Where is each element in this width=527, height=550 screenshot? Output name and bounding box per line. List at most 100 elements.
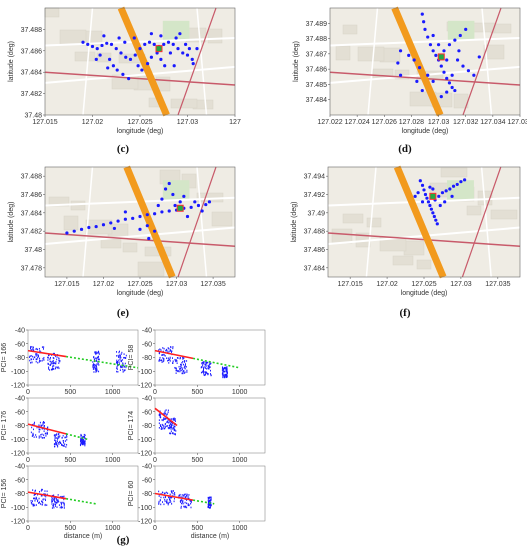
data-point [96,369,98,372]
data-point [53,365,55,367]
data-point [34,493,36,496]
map-block [357,46,385,62]
data-point [209,373,211,375]
data-point [160,426,162,428]
data-point [171,492,173,494]
map-street [44,36,236,47]
data-point [182,372,184,375]
data-point [186,371,188,373]
data-point [55,441,57,443]
data-point [190,57,194,61]
x-tick-label: 1000 [232,389,248,396]
data-point [182,496,184,498]
data-point [38,424,40,427]
data-point [116,361,118,363]
data-point [59,435,61,437]
data-point [124,55,128,59]
data-point [81,440,83,443]
data-point [181,498,183,501]
data-point [38,428,40,431]
data-point [179,370,181,373]
data-point [92,361,94,363]
data-point [63,441,65,444]
map-block [466,205,482,216]
data-point [205,364,207,367]
data-point [51,368,53,371]
data-point [81,438,83,441]
data-point [38,437,40,439]
data-point [173,417,175,420]
map-road-red [44,71,236,86]
data-point [203,367,205,370]
data-point [165,349,167,352]
data-point [108,57,112,61]
x-tick-label: 1000 [105,525,121,532]
data-point [167,409,169,412]
data-point [163,354,165,356]
data-point [34,493,36,496]
data-point [35,353,37,355]
data-point [43,436,45,439]
data-point [163,347,165,350]
map-park [447,20,475,41]
data-point [184,372,186,374]
data-point [190,499,192,502]
data-point [38,497,40,500]
data-point [396,61,400,65]
data-point [80,441,82,444]
data-point [112,226,117,231]
data-point [31,435,33,437]
map-road-red [461,166,502,278]
data-point [158,490,160,493]
data-point [32,347,34,350]
data-point [166,421,168,423]
data-point [40,436,42,438]
data-point [455,182,459,187]
data-point [54,434,56,436]
data-point [182,360,184,363]
data-point [167,357,169,360]
data-point [447,81,452,85]
data-point [93,356,95,359]
data-point [207,506,209,509]
data-point [167,351,169,354]
data-point [160,496,162,499]
data-point [143,42,147,46]
data-point [184,364,186,366]
data-point [48,354,50,357]
caption-c: (c) [117,143,130,155]
data-point [116,351,118,353]
data-point [33,497,35,500]
data-point [444,189,448,193]
data-point [179,494,181,497]
data-point [167,421,169,423]
data-point [172,347,174,350]
data-point [161,361,163,363]
data-point [171,432,173,434]
data-point [53,357,55,360]
map-street [481,7,493,116]
map-street [196,7,208,116]
data-point [93,358,95,360]
data-point [117,354,119,357]
data-point [147,40,152,44]
data-point [124,369,126,371]
data-point [63,507,65,509]
data-point [170,426,172,428]
data-point [472,73,476,77]
data-point [183,366,185,369]
data-point [431,33,435,38]
data-point [35,355,37,357]
data-point [159,358,161,361]
data-point [173,429,175,432]
data-point [203,374,205,376]
data-point [182,370,184,373]
data-point [52,365,54,368]
data-point [125,366,127,369]
x-tick-label: 127.015 [32,119,57,126]
data-point [209,501,211,503]
data-point [171,42,175,46]
data-point [173,203,177,208]
data-point [204,367,206,369]
